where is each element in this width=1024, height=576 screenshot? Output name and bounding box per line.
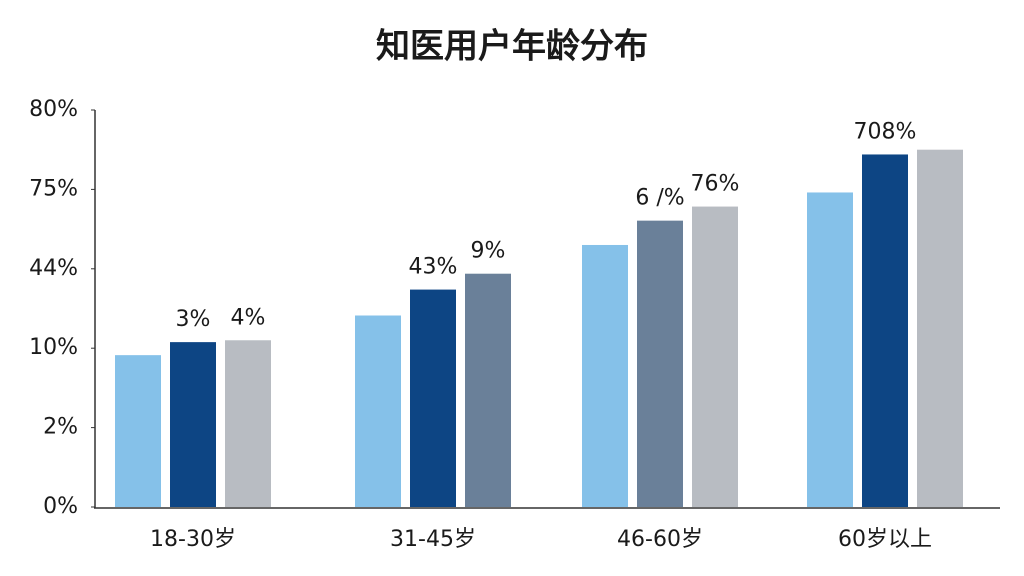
data-label: 3%: [176, 307, 211, 332]
bar: [355, 315, 401, 507]
bar: [225, 340, 271, 507]
data-label: 708%: [854, 119, 917, 144]
x-tick-label: 18-30岁: [150, 527, 236, 552]
bar: [410, 289, 456, 507]
bar: [465, 273, 511, 507]
y-tick-label: 75%: [29, 176, 78, 201]
bar: [862, 154, 908, 508]
x-tick-label: 60岁以上: [838, 527, 932, 552]
y-tick-label: 44%: [29, 256, 78, 281]
bar: [917, 149, 963, 507]
bar: [692, 206, 738, 507]
data-label: 9%: [471, 239, 506, 264]
bar: [115, 355, 161, 507]
bar: [170, 342, 216, 507]
data-label: 6 /%: [635, 186, 684, 211]
data-label: 4%: [231, 305, 266, 330]
bar: [582, 244, 628, 508]
y-tick-label: 10%: [29, 335, 78, 360]
y-tick-label: 80%: [29, 97, 78, 122]
data-label: 76%: [691, 172, 740, 197]
data-label: 43%: [409, 255, 458, 280]
y-tick-label: 0%: [43, 494, 78, 519]
y-tick-label: 2%: [43, 415, 78, 440]
x-tick-label: 46-60岁: [617, 527, 703, 552]
bar: [807, 192, 853, 507]
x-tick-label: 31-45岁: [390, 527, 476, 552]
bar: [637, 220, 683, 507]
chart-title: 知医用户年龄分布: [376, 27, 648, 67]
